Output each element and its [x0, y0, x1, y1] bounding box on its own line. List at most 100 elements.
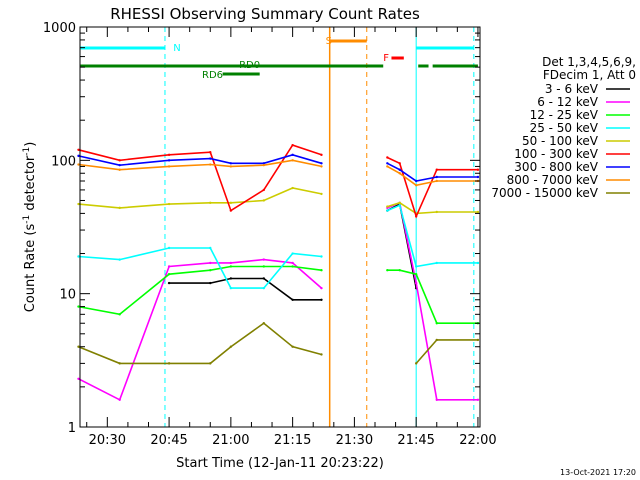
series-point [414, 215, 418, 218]
series-point [167, 153, 171, 157]
series-point [476, 338, 480, 342]
series-point [229, 345, 233, 348]
x-axis-label: Start Time (12-Jan-11 20:23:22) [176, 456, 384, 471]
series-point [229, 201, 233, 205]
series-point [209, 261, 212, 265]
series-point [414, 184, 418, 187]
series-point [77, 305, 80, 308]
series-point [118, 313, 121, 316]
series-point [291, 186, 294, 190]
legend-title-line2: FDecim 1, Att 0 [543, 68, 636, 82]
series-point [229, 265, 233, 268]
series-point [476, 210, 480, 214]
series-point [435, 261, 438, 265]
series-point [398, 162, 401, 165]
series-point [167, 159, 171, 162]
legend-entry-label: 6 - 12 keV [537, 95, 599, 109]
series-point [291, 298, 294, 301]
series-point [435, 179, 438, 183]
series-point [414, 272, 418, 276]
series-point [320, 298, 323, 301]
series-point [209, 163, 212, 166]
legend-entry-label: 7000 - 15000 keV [491, 186, 598, 200]
series-point [435, 338, 438, 342]
series-point [229, 209, 233, 212]
legend-entry-label: 3 - 6 keV [545, 82, 599, 96]
x-tick-label: 21:00 [212, 433, 249, 448]
series-point [386, 209, 389, 212]
series-point [320, 162, 323, 165]
series-point [320, 353, 323, 356]
series-point [118, 168, 121, 171]
series-point [320, 192, 323, 196]
series-point [118, 362, 121, 365]
series-point [386, 268, 389, 272]
legend-entry-label: 800 - 7000 keV [507, 173, 599, 187]
series-point [320, 153, 323, 157]
series-point [167, 281, 171, 285]
series-point [435, 168, 438, 171]
flag-label-rd6: RD6 [202, 70, 223, 81]
series-point [476, 168, 480, 171]
series-point [209, 268, 212, 272]
series-point [167, 165, 171, 168]
series-point [398, 201, 401, 205]
series-point [229, 286, 233, 290]
series-point [209, 201, 212, 205]
y-tick-label: 10 [59, 288, 76, 303]
series-point [398, 172, 401, 175]
series-line [78, 201, 478, 401]
series-point [209, 281, 212, 285]
series-point [167, 202, 171, 206]
series-point [398, 204, 401, 207]
series-point [291, 143, 294, 147]
series-point [229, 162, 233, 165]
series-point [320, 255, 323, 258]
series-line [78, 322, 478, 365]
series-point [262, 277, 266, 280]
series-point [476, 175, 480, 179]
series-point [209, 157, 212, 160]
series-point [291, 261, 294, 265]
series-point [291, 265, 294, 268]
series-point [262, 163, 266, 167]
axis-ticks: 1 10 100 1000 20:30 20:45 21:00 21:15 21:30 21:45… [43, 21, 497, 448]
series-point [262, 265, 266, 268]
series-point [209, 151, 212, 154]
series-point [414, 265, 418, 268]
series-point [320, 165, 323, 168]
x-tick-label: 22:00 [459, 433, 496, 448]
y-tick-label: 1 [68, 421, 76, 436]
legend-entry-label: 25 - 50 keV [530, 121, 599, 135]
y-tick-label: 1000 [43, 21, 76, 36]
series-line [169, 202, 417, 301]
series-point [209, 246, 212, 250]
series-point [229, 261, 233, 265]
series-point [77, 154, 80, 158]
series-point [435, 175, 438, 179]
series-point [118, 163, 121, 167]
series-point [262, 188, 266, 192]
footer-timestamp: 13-Oct-2021 17:20 [560, 468, 636, 477]
y-tick-label: 100 [51, 154, 76, 169]
series-point [386, 165, 389, 168]
series-point [414, 281, 418, 285]
series-point [291, 345, 294, 348]
flag-label-s: S [326, 36, 332, 47]
series-point [320, 286, 323, 290]
y-axis-label-end: ) [23, 142, 38, 147]
flag-label-rd0: RD0 [239, 60, 260, 71]
series-point [262, 199, 266, 202]
chart-title: RHESSI Observing Summary Count Rates [110, 5, 420, 23]
series-point [118, 159, 121, 162]
series-point [398, 168, 401, 171]
x-tick-label: 21:15 [274, 433, 311, 448]
series-point [229, 277, 233, 280]
series-point [262, 162, 266, 165]
series-point [435, 398, 438, 401]
legend: Det 1,3,4,5,6,9, FDecim 1, Att 0 3 - 6 k… [491, 55, 636, 200]
series-point [77, 148, 80, 151]
series-point [209, 362, 212, 365]
flag-label-n: N [173, 43, 180, 54]
